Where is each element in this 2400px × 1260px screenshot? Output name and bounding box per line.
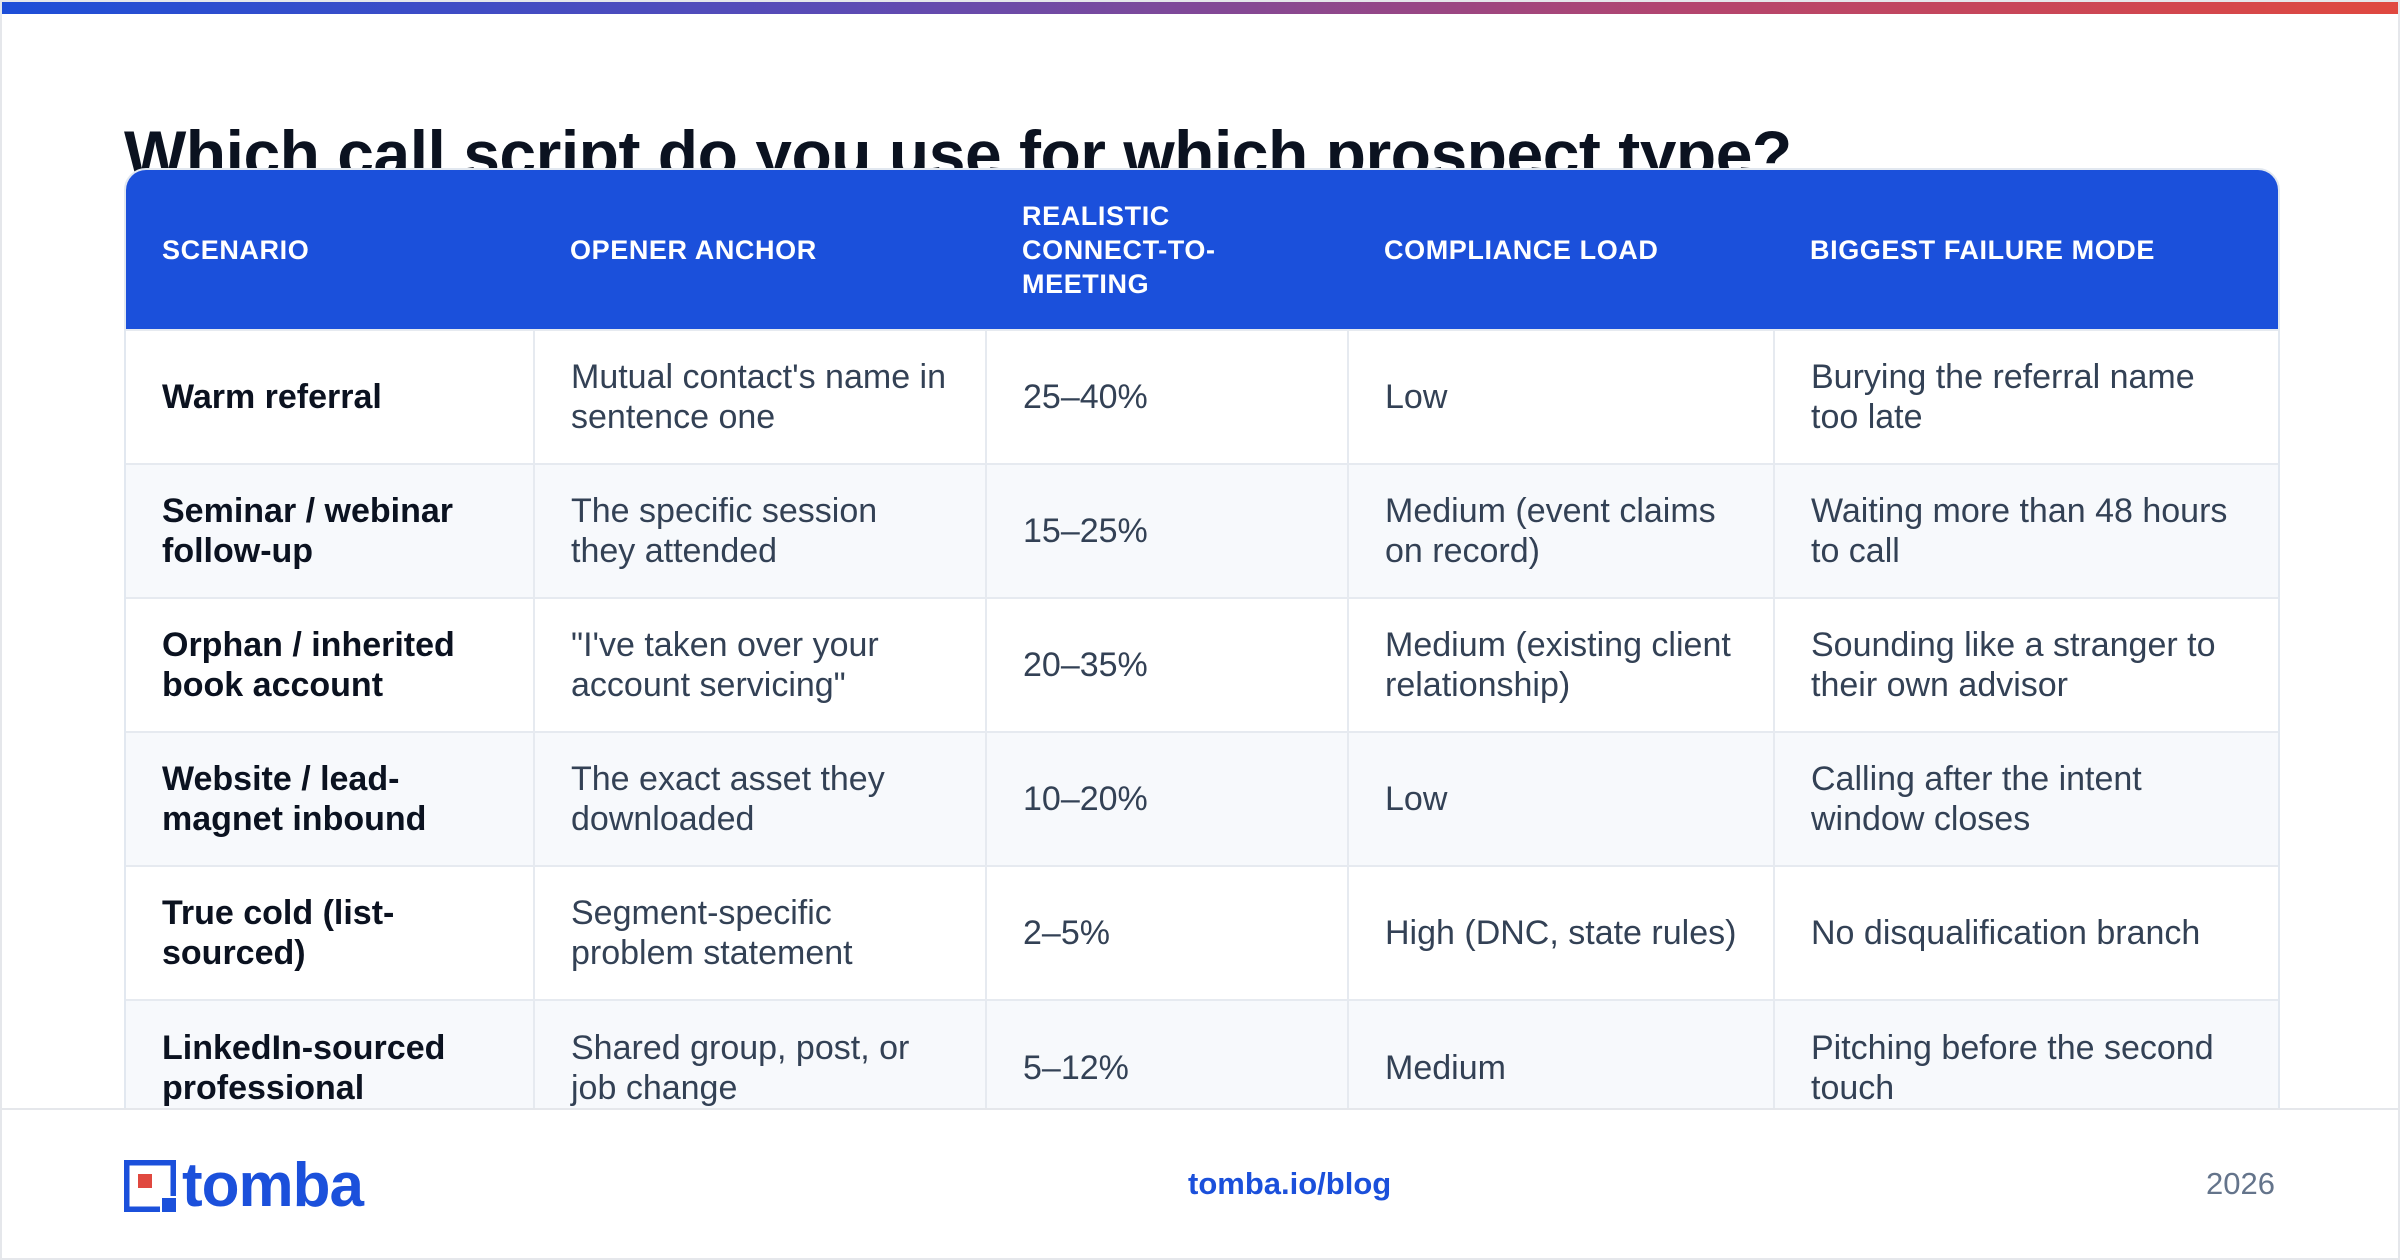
- cell-scenario: Orphan / inherited book account: [126, 597, 534, 732]
- logo-wordmark: tomba: [182, 1151, 364, 1220]
- tomba-logo[interactable]: tomba: [124, 1151, 364, 1220]
- header-opener-anchor: OPENER ANCHOR: [570, 234, 817, 265]
- table-row: Website / lead-magnet inbound The exact …: [126, 731, 2278, 866]
- cell-failure-mode: No disqualification branch: [1773, 865, 2278, 1000]
- cell-connect-rate: 20–35%: [985, 597, 1348, 732]
- cell-opener-anchor: "I've taken over your account servicing": [533, 597, 986, 732]
- page-title: Which call script do you use for which p…: [124, 117, 1792, 174]
- cell-compliance-load: High (DNC, state rules): [1347, 865, 1774, 1000]
- header-scenario: SCENARIO: [162, 234, 310, 265]
- cell-opener-anchor: The exact asset they downloaded: [533, 731, 986, 866]
- comparison-table: SCENARIO OPENER ANCHOR REALISTIC CONNECT…: [126, 170, 2278, 1132]
- cell-connect-rate: 25–40%: [985, 329, 1348, 464]
- header-connect-to-meeting: REALISTIC CONNECT-TO-MEETING: [1022, 200, 1216, 299]
- cell-compliance-load: Medium (existing client relationship): [1347, 597, 1774, 732]
- footer: tomba tomba.io/blog 2026: [2, 1110, 2398, 1258]
- cell-scenario: True cold (list-sourced): [126, 865, 534, 1000]
- cell-connect-rate: 2–5%: [985, 865, 1348, 1000]
- table-header-row: SCENARIO OPENER ANCHOR REALISTIC CONNECT…: [126, 170, 2278, 330]
- table-row: Orphan / inherited book account "I've ta…: [126, 597, 2278, 732]
- table-row: True cold (list-sourced) Segment-specifi…: [126, 865, 2278, 1000]
- cell-scenario: Website / lead-magnet inbound: [126, 731, 534, 866]
- cell-compliance-load: Low: [1347, 731, 1774, 866]
- cell-failure-mode: Burying the referral name too late: [1773, 329, 2278, 464]
- table-row: Seminar / webinar follow-up The specific…: [126, 463, 2278, 598]
- logo-mark-icon: [124, 1160, 176, 1212]
- gradient-accent-bar: [2, 2, 2398, 14]
- cell-failure-mode: Sounding like a stranger to their own ad…: [1773, 597, 2278, 732]
- blog-link[interactable]: tomba.io/blog: [1188, 1166, 1392, 1201]
- cell-compliance-load: Low: [1347, 329, 1774, 464]
- comparison-table-card: SCENARIO OPENER ANCHOR REALISTIC CONNECT…: [124, 168, 2280, 1134]
- footer-divider: [2, 1108, 2398, 1110]
- footer-year: 2026: [2206, 1166, 2275, 1201]
- cell-connect-rate: 10–20%: [985, 731, 1348, 866]
- cell-opener-anchor: The specific session they attended: [533, 463, 986, 598]
- table-row: Warm referral Mutual contact's name in s…: [126, 329, 2278, 464]
- cell-compliance-load: Medium (event claims on record): [1347, 463, 1774, 598]
- header-failure-mode: BIGGEST FAILURE MODE: [1810, 234, 2156, 265]
- cell-opener-anchor: Mutual contact's name in sentence one: [533, 329, 986, 464]
- cell-connect-rate: 15–25%: [985, 463, 1348, 598]
- cell-scenario: Seminar / webinar follow-up: [126, 463, 534, 598]
- cell-failure-mode: Waiting more than 48 hours to call: [1773, 463, 2278, 598]
- cell-failure-mode: Calling after the intent window closes: [1773, 731, 2278, 866]
- header-compliance-load: COMPLIANCE LOAD: [1384, 234, 1659, 265]
- cell-scenario: Warm referral: [126, 329, 534, 464]
- cell-opener-anchor: Segment-specific problem statement: [533, 865, 986, 1000]
